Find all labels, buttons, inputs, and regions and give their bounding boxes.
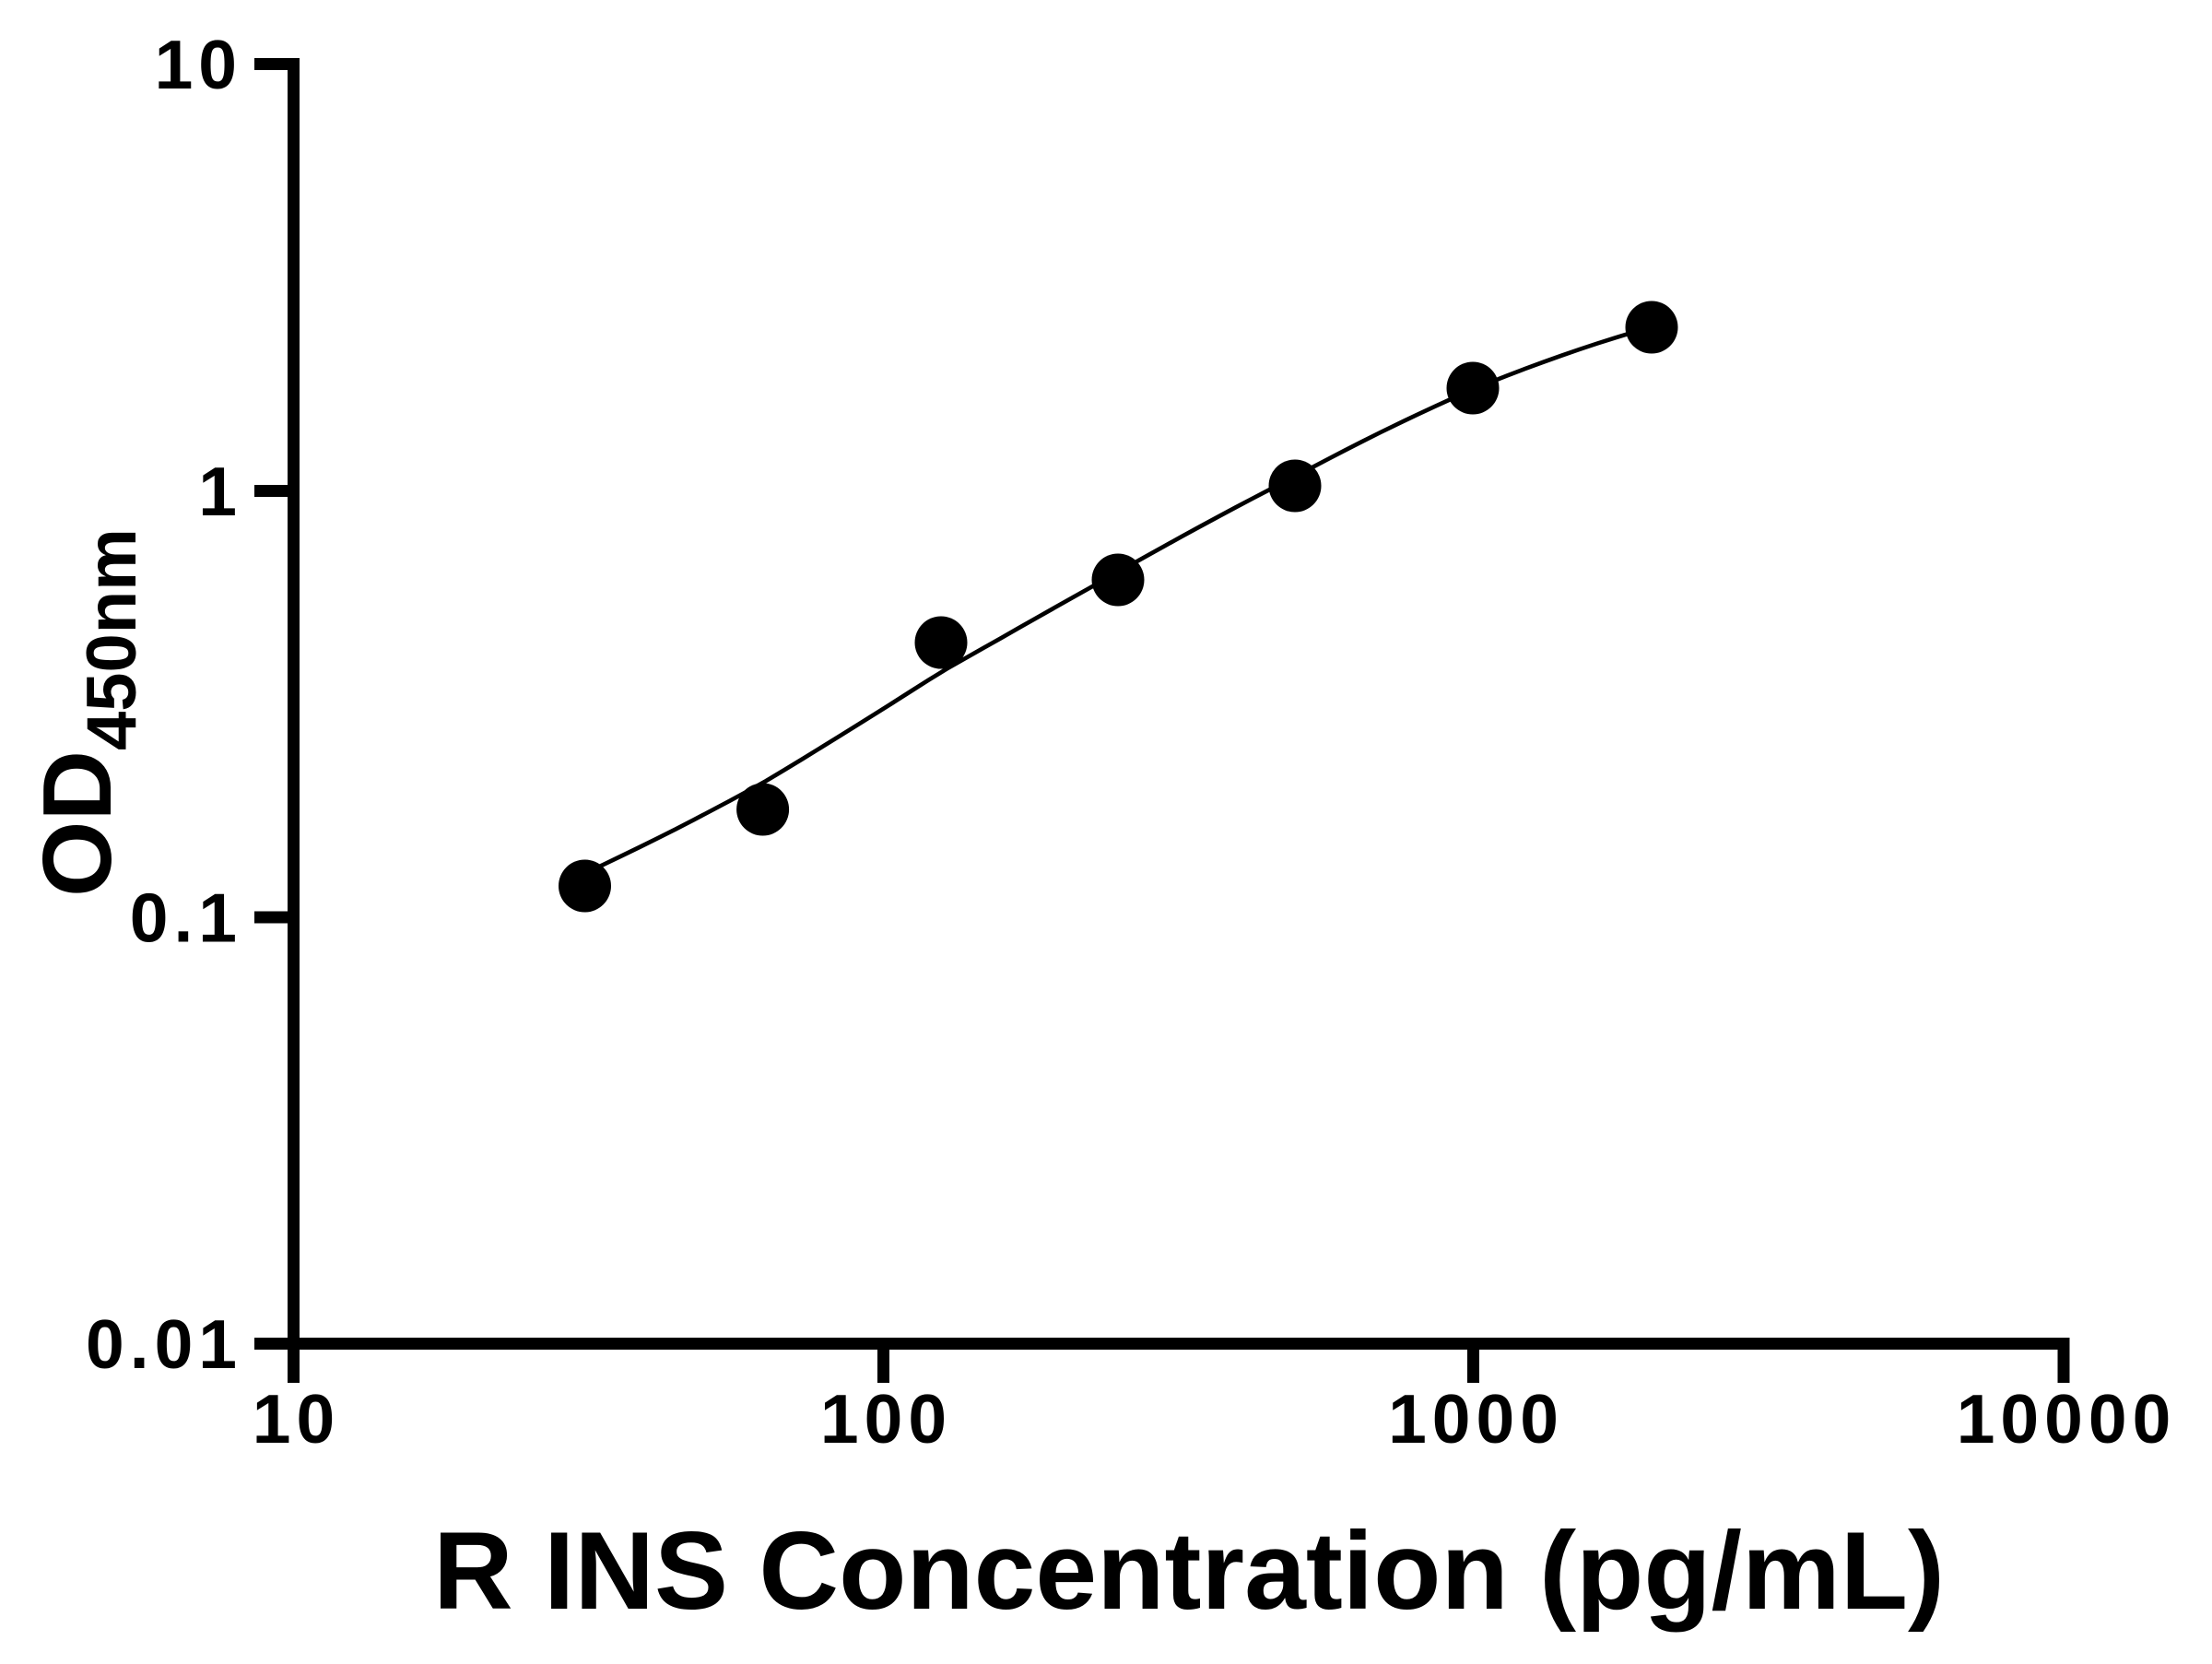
- svg-text:R INS Concentration (pg/mL): R INS Concentration (pg/mL): [433, 1509, 1945, 1633]
- svg-text:10: 10: [253, 1380, 340, 1457]
- svg-text:0.01: 0.01: [86, 1305, 242, 1383]
- svg-text:100: 100: [820, 1380, 952, 1457]
- svg-text:1000: 1000: [1388, 1380, 1564, 1457]
- svg-text:10000: 10000: [1957, 1380, 2177, 1457]
- svg-text:0.1: 0.1: [130, 879, 242, 957]
- svg-text:10: 10: [155, 26, 242, 103]
- svg-text:1: 1: [198, 453, 242, 530]
